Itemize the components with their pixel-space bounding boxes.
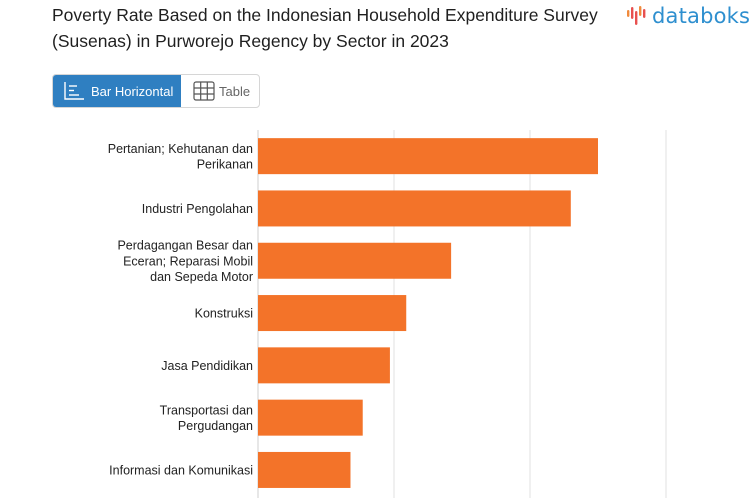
- category-label: Informasi dan Komunikasi: [109, 463, 253, 477]
- category-label: Jasa Pendidikan: [161, 359, 253, 373]
- table-button[interactable]: Table: [181, 75, 259, 107]
- bar-horizontal-button[interactable]: Bar Horizontal: [53, 75, 181, 107]
- databoks-logo-text: databoks: [652, 4, 751, 28]
- databoks-logo[interactable]: databoks: [626, 4, 750, 28]
- bar[interactable]: [258, 190, 571, 227]
- table-label: Table: [219, 83, 251, 99]
- category-label: Pertanian; Kehutanan dan Perikanan: [108, 142, 253, 172]
- databoks-logo-icon: [627, 6, 646, 25]
- bar-chart-icon: [63, 81, 85, 101]
- bar-horizontal-label: Bar Horizontal: [91, 83, 174, 99]
- bar[interactable]: [258, 242, 452, 279]
- category-label: Industri Pengolahan: [142, 202, 253, 216]
- bar[interactable]: [258, 295, 407, 332]
- chart-title: Poverty Rate Based on the Indonesian Hou…: [52, 5, 598, 51]
- bar[interactable]: [258, 451, 351, 488]
- bar[interactable]: [258, 399, 363, 436]
- table-icon: [193, 81, 215, 101]
- category-label: Transportasi dan Pergudangan: [160, 403, 253, 433]
- bar[interactable]: [258, 347, 390, 384]
- category-label: Konstruksi: [195, 307, 253, 321]
- bar[interactable]: [258, 138, 598, 175]
- category-label: Perdagangan Besar dan Eceran; Reparasi Mo…: [117, 238, 253, 284]
- view-toggle: Bar Horizontal Table: [52, 74, 260, 108]
